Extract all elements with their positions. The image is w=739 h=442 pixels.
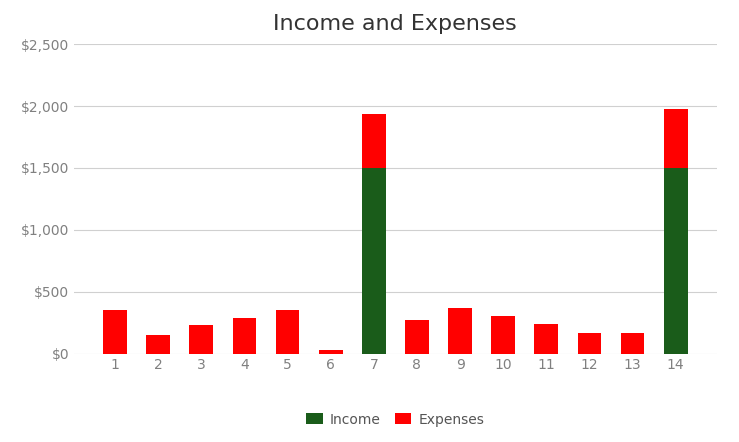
Bar <box>146 335 170 354</box>
Bar <box>664 168 687 354</box>
Bar <box>491 316 515 354</box>
Bar <box>276 310 299 354</box>
Legend: Income, Expenses: Income, Expenses <box>301 407 490 432</box>
Bar <box>449 308 472 354</box>
Bar <box>362 114 386 168</box>
Bar <box>664 109 687 168</box>
Bar <box>103 310 127 354</box>
Bar <box>405 320 429 354</box>
Bar <box>233 318 256 354</box>
Bar <box>189 325 213 354</box>
Bar <box>534 324 558 354</box>
Bar <box>621 333 644 354</box>
Bar <box>362 168 386 354</box>
Bar <box>319 350 342 354</box>
Bar <box>578 333 602 354</box>
Title: Income and Expenses: Income and Expenses <box>273 14 517 34</box>
